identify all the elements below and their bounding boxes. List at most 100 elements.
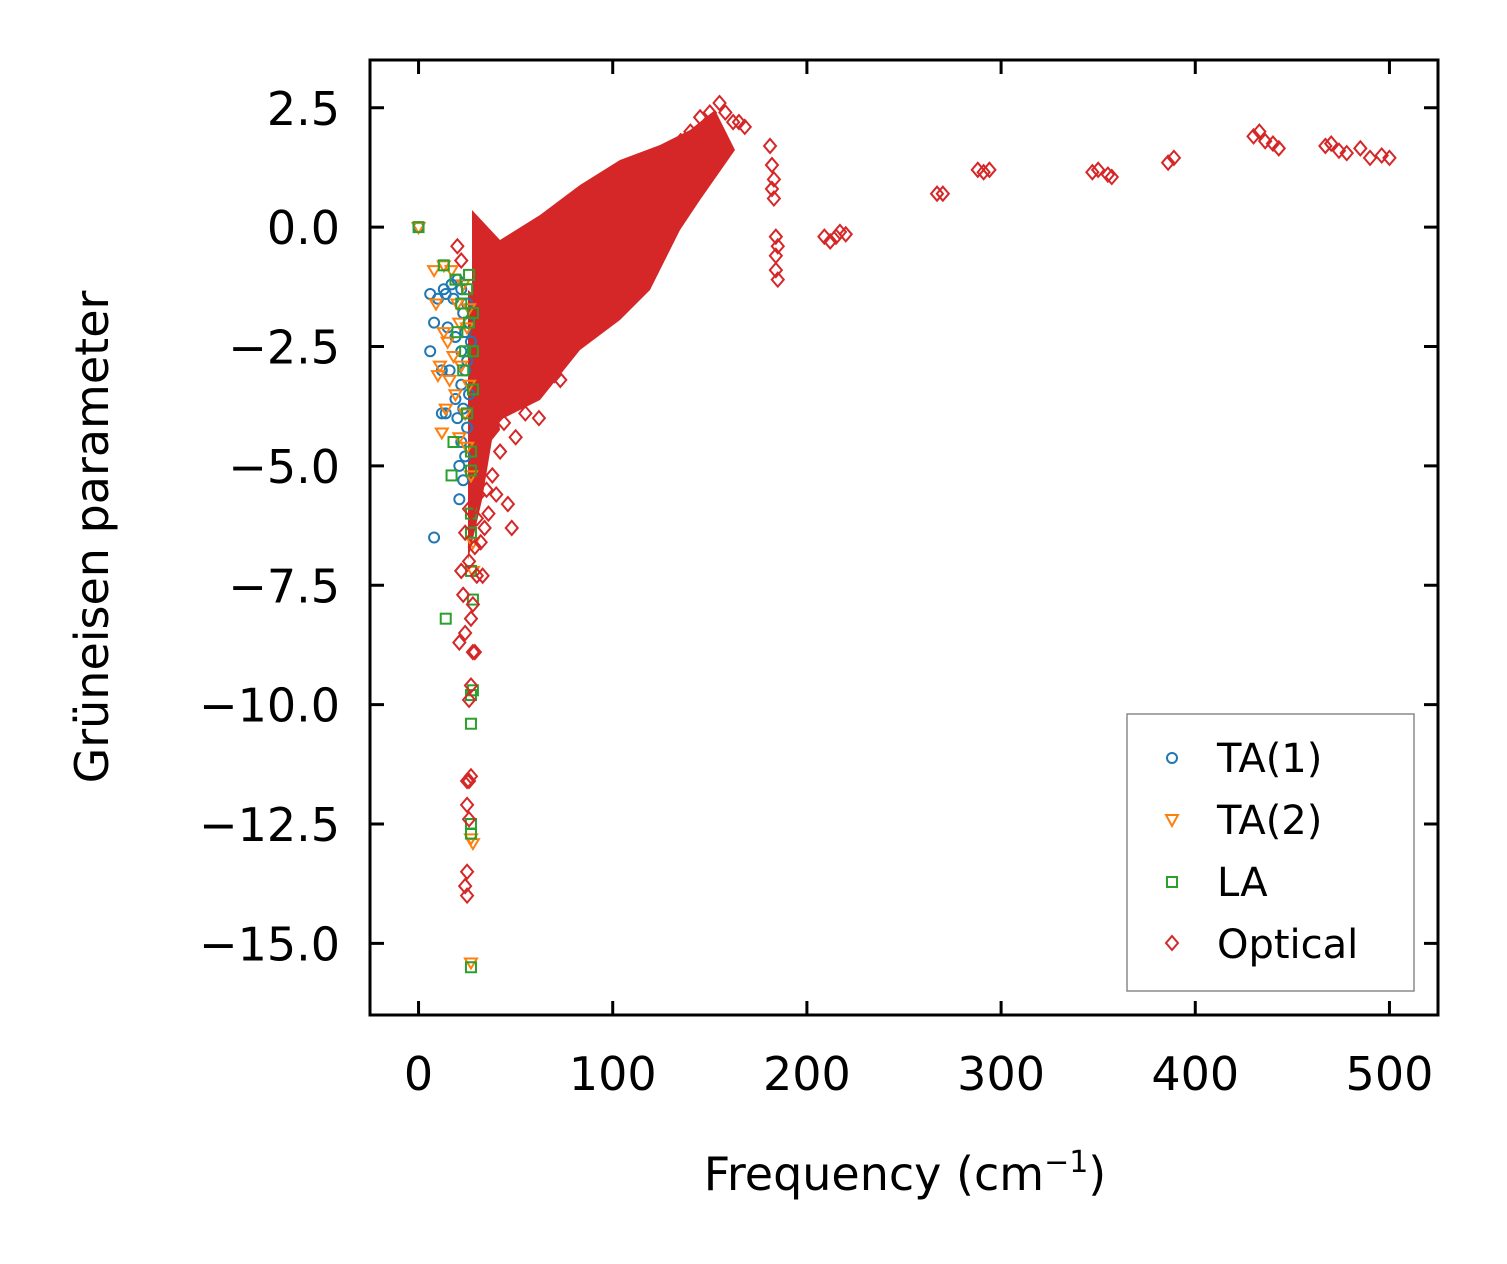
data-point xyxy=(768,261,784,279)
data-point xyxy=(459,863,475,881)
data-point xyxy=(461,283,474,296)
data-point xyxy=(576,247,591,265)
data-point xyxy=(469,567,485,585)
data-point xyxy=(1104,168,1120,186)
x-axis-title: Frequency (cm−1) xyxy=(704,1145,1107,1201)
data-point xyxy=(457,624,473,642)
data-point xyxy=(982,161,997,179)
data-point xyxy=(464,464,477,477)
data-point xyxy=(595,304,611,322)
data-point xyxy=(1085,163,1100,181)
data-point xyxy=(500,385,516,403)
data-point xyxy=(770,271,786,289)
data-point xyxy=(673,132,689,150)
data-point xyxy=(463,268,476,281)
data-point xyxy=(504,519,520,537)
y-tick-label: −7.5 xyxy=(228,559,340,613)
data-point xyxy=(822,232,838,250)
data-point xyxy=(449,273,462,286)
data-point xyxy=(452,634,467,652)
legend-marker-ta2 xyxy=(1164,814,1180,829)
x-tick-label: 300 xyxy=(957,1047,1045,1101)
data-point xyxy=(547,366,562,384)
data-point xyxy=(518,404,533,422)
data-point xyxy=(479,481,494,499)
data-point xyxy=(473,533,489,551)
data-point xyxy=(570,285,586,303)
data-point xyxy=(770,237,786,255)
data-point xyxy=(467,538,483,556)
data-point xyxy=(1353,139,1368,157)
data-point xyxy=(644,170,659,188)
data-point xyxy=(461,772,477,790)
y-tick-label: −10.0 xyxy=(199,679,340,733)
data-point xyxy=(412,221,425,234)
data-point xyxy=(439,407,452,420)
data-point xyxy=(464,961,477,974)
data-point xyxy=(461,379,477,393)
data-point xyxy=(560,304,576,322)
data-point xyxy=(1246,127,1261,145)
data-point xyxy=(437,259,450,272)
data-point xyxy=(1090,161,1106,179)
data-point xyxy=(766,170,782,188)
legend-marker-ta1 xyxy=(1166,752,1178,764)
data-point xyxy=(428,298,444,312)
x-axis-title-close: ) xyxy=(1088,1147,1106,1201)
data-point xyxy=(449,393,462,406)
y-tick-label: 0.0 xyxy=(267,201,340,255)
data-point xyxy=(469,509,485,527)
data-point xyxy=(461,552,477,570)
data-point xyxy=(426,265,442,279)
data-point xyxy=(659,146,675,165)
data-point xyxy=(464,445,477,458)
data-point xyxy=(838,225,854,243)
y-tick-label: −15.0 xyxy=(199,917,340,971)
legend-label-la: LA xyxy=(1217,860,1268,906)
data-point xyxy=(461,407,474,420)
data-point xyxy=(531,409,547,427)
legend-marker-la xyxy=(1166,876,1178,888)
data-point xyxy=(453,562,469,580)
legend-item-optical: Optical xyxy=(1164,922,1358,968)
data-point xyxy=(464,717,477,730)
data-point xyxy=(1265,135,1281,153)
legend-label-ta1: TA(1) xyxy=(1216,736,1322,782)
data-point xyxy=(457,474,470,487)
data-point xyxy=(437,403,454,417)
y-tick-label: −5.0 xyxy=(228,440,340,494)
data-point xyxy=(589,266,605,284)
data-point xyxy=(683,123,698,141)
ticks-layer: 0 100 200 300 400 500 2.5 0.0 −2.5 −5.0 −7.5 −10.0 −… xyxy=(199,60,1438,1101)
y-tick-label: −12.5 xyxy=(199,798,340,852)
data-point xyxy=(465,643,481,661)
x-axis-title-superscript: −1 xyxy=(1044,1145,1088,1180)
data-point xyxy=(461,691,477,709)
x-tick-label: 400 xyxy=(1151,1047,1239,1101)
data-point xyxy=(432,360,448,374)
data-point xyxy=(731,113,747,131)
data-point xyxy=(1382,149,1397,167)
data-point xyxy=(475,567,490,585)
data-point xyxy=(582,180,597,198)
data-point xyxy=(445,469,458,482)
data-point xyxy=(508,428,523,446)
data-point xyxy=(552,371,568,389)
data-point xyxy=(725,113,741,131)
dense-optical-band xyxy=(468,110,735,560)
data-point xyxy=(466,593,479,606)
data-point xyxy=(450,237,465,255)
x-tick-label: 100 xyxy=(569,1047,657,1101)
data-point xyxy=(496,414,512,432)
data-point xyxy=(624,275,640,293)
data-point xyxy=(463,767,479,785)
data-point xyxy=(447,436,460,448)
data-point xyxy=(459,441,475,455)
data-point xyxy=(463,957,479,971)
legend-label-ta2: TA(2) xyxy=(1216,798,1322,844)
data-point xyxy=(766,189,782,208)
legend-item-la: LA xyxy=(1166,860,1268,906)
data-point xyxy=(463,610,479,628)
data-point xyxy=(488,485,504,504)
